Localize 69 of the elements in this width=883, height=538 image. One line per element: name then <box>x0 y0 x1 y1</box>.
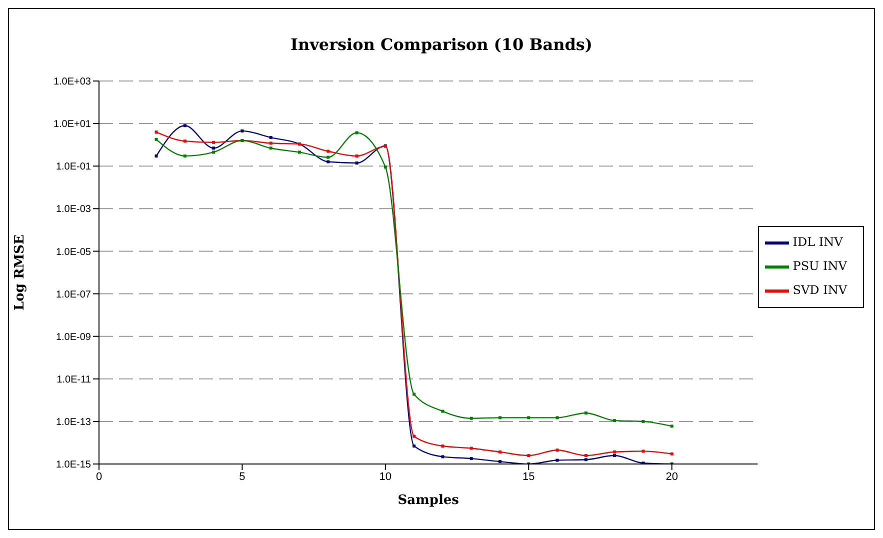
point <box>269 142 272 145</box>
point <box>584 458 588 462</box>
point <box>212 150 216 154</box>
y-tick-label: 1.0E-05 <box>56 246 92 258</box>
y-tick-label: 1.0E-07 <box>56 289 92 300</box>
point <box>154 154 158 158</box>
point <box>326 150 330 153</box>
point <box>613 419 616 422</box>
point <box>183 140 186 143</box>
point <box>556 458 559 462</box>
y-axis-title: Log RMSE <box>12 234 28 310</box>
point <box>154 130 158 134</box>
point <box>326 156 330 159</box>
point <box>613 450 616 454</box>
legend-label: IDL INV <box>792 234 843 249</box>
point <box>412 434 416 438</box>
x-tick-label: 15 <box>522 470 535 483</box>
x-tick-label: 10 <box>379 470 392 483</box>
x-tick-label: 0 <box>96 470 102 483</box>
point <box>670 452 674 456</box>
chart-title: Inversion Comparison (10 Bands) <box>290 35 594 54</box>
point <box>642 450 645 453</box>
point <box>441 410 444 413</box>
point <box>412 392 416 396</box>
point <box>183 124 186 128</box>
y-tick-label: 1.0E-03 <box>56 204 92 216</box>
y-tick-label: 1.0E+03 <box>53 76 92 88</box>
point <box>298 150 301 154</box>
point <box>355 131 358 134</box>
point <box>240 129 244 132</box>
point <box>584 411 588 414</box>
point <box>527 416 530 420</box>
point <box>355 162 358 164</box>
point <box>498 416 502 420</box>
point <box>269 136 272 140</box>
y-tick-label: 1.0E-09 <box>56 332 92 343</box>
point <box>441 444 444 448</box>
legend-label: SVD INV <box>792 282 847 297</box>
point <box>470 457 473 460</box>
point <box>212 140 216 144</box>
point <box>556 448 559 452</box>
y-tick-label: 1.0E-13 <box>56 416 92 428</box>
point <box>642 420 645 423</box>
point <box>556 416 559 420</box>
point <box>498 450 502 454</box>
point <box>212 146 216 150</box>
y-tick-label: 1.0E-01 <box>56 162 92 173</box>
point <box>584 454 588 458</box>
x-tick-label: 20 <box>666 470 678 483</box>
point <box>355 154 358 158</box>
legend-label: PSU INV <box>792 258 847 273</box>
y-tick-label: 1.0E+01 <box>53 119 92 130</box>
point <box>527 454 530 458</box>
y-tick-label: 1.0E-11 <box>56 374 92 386</box>
point <box>470 416 473 420</box>
point <box>154 138 158 141</box>
point <box>412 444 416 448</box>
point <box>183 154 186 158</box>
point <box>269 146 272 150</box>
point <box>613 454 616 458</box>
y-tick-label: 1.0E-15 <box>56 460 92 471</box>
x-axis-title: Samples <box>398 493 459 508</box>
point <box>670 424 674 428</box>
point <box>441 455 444 458</box>
x-tick-label: 5 <box>239 470 246 483</box>
point <box>470 446 473 450</box>
point <box>384 166 387 169</box>
point <box>498 460 502 464</box>
point <box>326 160 330 164</box>
